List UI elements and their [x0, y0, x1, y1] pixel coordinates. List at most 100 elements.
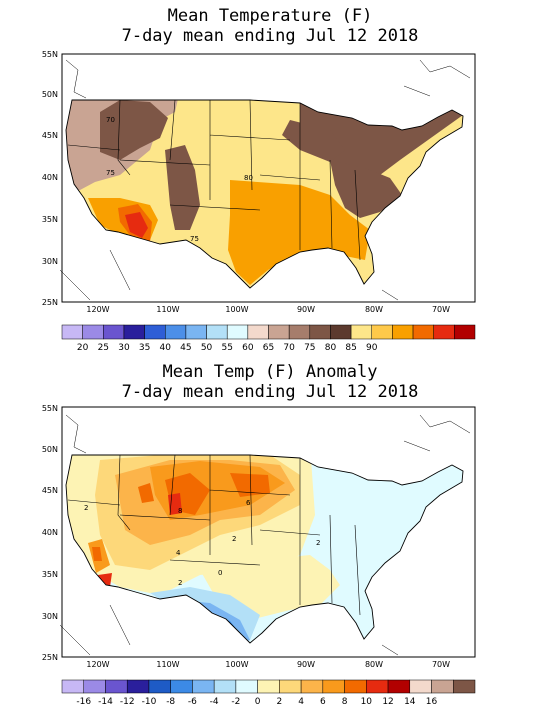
- colorbar-swatch: [288, 324, 311, 340]
- colorbar-label: 20: [77, 343, 89, 353]
- lon-label: 100W: [225, 660, 248, 669]
- contour-label: 0: [218, 569, 222, 577]
- colorbar-swatch: [83, 679, 106, 694]
- colorbar-swatch: [387, 679, 411, 694]
- lon-label: 90W: [297, 660, 315, 669]
- lon-label: 70W: [432, 305, 450, 314]
- colorbar-swatch: [350, 324, 373, 340]
- map-subtitle: 7-day mean ending Jul 12 2018: [121, 26, 419, 46]
- contour-label: 2: [84, 504, 88, 512]
- colorbar-swatch: [126, 679, 150, 694]
- colorbar-swatch: [123, 324, 145, 340]
- colorbar-label: 80: [325, 343, 337, 353]
- colorbar-label: -16: [76, 697, 91, 707]
- colorbar-label: -6: [188, 697, 197, 707]
- colorbar-label: 16: [426, 697, 438, 707]
- lon-label: 90W: [297, 305, 315, 314]
- contour-label: 2: [232, 535, 236, 543]
- lat-label: 25N: [42, 298, 58, 307]
- colorbar-swatch: [192, 679, 215, 694]
- coastlines: [59, 59, 471, 301]
- colorbar-swatch: [148, 679, 171, 694]
- colorbar-label: 25: [98, 343, 109, 353]
- lat-label: 45N: [42, 486, 58, 495]
- colorbar-label: 85: [345, 343, 356, 353]
- lon-axis: 120W 110W 100W 90W 80W 70W: [86, 305, 450, 314]
- colorbar-swatch: [433, 324, 455, 340]
- contour-label: 80: [244, 174, 253, 182]
- colorbar-label: -4: [210, 697, 219, 707]
- colorbar-label: 12: [382, 697, 393, 707]
- state-borders: [65, 454, 464, 644]
- colorbar-swatch: [61, 324, 83, 340]
- contour-label: 2: [316, 539, 320, 547]
- colorbar-swatch: [392, 324, 414, 340]
- lat-label: 50N: [42, 445, 58, 454]
- lat-axis: 55N 50N 45N 40N 35N 30N 25N: [42, 404, 58, 662]
- anomaly-map: 8 6 4 2 2 2 0 2 55N 50N 45N 40N 35N 30N …: [42, 404, 476, 707]
- colorbar-label: 8: [342, 697, 348, 707]
- colorbar-label: 60: [242, 343, 254, 353]
- colorbar-label: 35: [139, 343, 150, 353]
- map-title: Mean Temp (F) Anomaly: [162, 362, 378, 382]
- colorbar-swatch: [412, 324, 434, 340]
- colorbar-label: -10: [142, 697, 157, 707]
- contour-label: 4: [176, 549, 181, 557]
- colorbar-swatch: [409, 679, 432, 694]
- colorbar-swatch: [322, 679, 345, 694]
- colorbar-swatch: [170, 679, 193, 694]
- colorbar-swatch: [454, 324, 476, 340]
- colorbar-swatch: [371, 324, 393, 340]
- contour-label: 70: [106, 116, 115, 124]
- colorbar-swatch: [206, 324, 228, 340]
- colorbar-label: 0: [255, 697, 261, 707]
- colorbar-swatch: [257, 679, 280, 694]
- colorbar-label: 50: [201, 343, 213, 353]
- colorbar-swatch: [279, 679, 302, 694]
- lat-label: 55N: [42, 404, 58, 413]
- lon-label: 120W: [86, 305, 109, 314]
- state-borders: [65, 99, 464, 289]
- lat-label: 45N: [42, 131, 58, 140]
- colorbar-swatch: [309, 324, 331, 340]
- lon-label: 80W: [365, 305, 383, 314]
- lat-label: 30N: [42, 257, 58, 266]
- colorbar-label: 30: [118, 343, 130, 353]
- colorbar-label: 40: [160, 343, 172, 353]
- map-title: Mean Temperature (F): [167, 6, 373, 26]
- colorbar-label: 45: [180, 343, 191, 353]
- lat-label: 35N: [42, 570, 58, 579]
- contour-label: 75: [106, 169, 115, 177]
- colorbar-label: 6: [320, 697, 326, 707]
- colorbar-swatch: [82, 324, 104, 340]
- contour-label: 75: [190, 235, 199, 243]
- colorbar-swatch: [453, 679, 476, 694]
- colorbar-label: 70: [283, 343, 295, 353]
- colorbar-swatch: [366, 679, 389, 694]
- lat-axis: 55N 50N 45N 40N 35N 30N 25N: [42, 50, 58, 307]
- lon-label: 70W: [432, 660, 450, 669]
- lat-label: 30N: [42, 612, 58, 621]
- lat-label: 40N: [42, 173, 58, 182]
- colorbar-swatch: [330, 324, 352, 340]
- colorbar-swatch: [300, 679, 324, 694]
- anomaly-colorbar: -16 -14 -12 -10 -8 -6 -4 -2 0 2 4 6 8 10 12 14 16: [61, 679, 476, 707]
- temperature-map: 70 75 80 75 55N 50N 45N 40N 35N 30N 25N …: [42, 50, 476, 353]
- colorbar-swatch: [185, 324, 207, 340]
- lon-axis: 120W 110W 100W 90W 80W 70W: [86, 660, 450, 669]
- colorbar-label: -14: [98, 697, 113, 707]
- colorbar-swatch: [61, 679, 84, 694]
- map-subtitle: 7-day mean ending Jul 12 2018: [121, 382, 419, 402]
- colorbar-label: 4: [298, 697, 304, 707]
- lon-label: 110W: [156, 660, 179, 669]
- lat-label: 25N: [42, 653, 58, 662]
- lat-label: 50N: [42, 90, 58, 99]
- colorbar-swatch: [165, 324, 187, 340]
- contour-label: 8: [178, 507, 182, 515]
- colorbar-label: -12: [120, 697, 135, 707]
- lat-label: 35N: [42, 215, 58, 224]
- colorbar-label: 10: [361, 697, 373, 707]
- lat-label: 40N: [42, 528, 58, 537]
- colorbar-swatch: [105, 679, 128, 694]
- colorbar-swatch: [103, 324, 125, 340]
